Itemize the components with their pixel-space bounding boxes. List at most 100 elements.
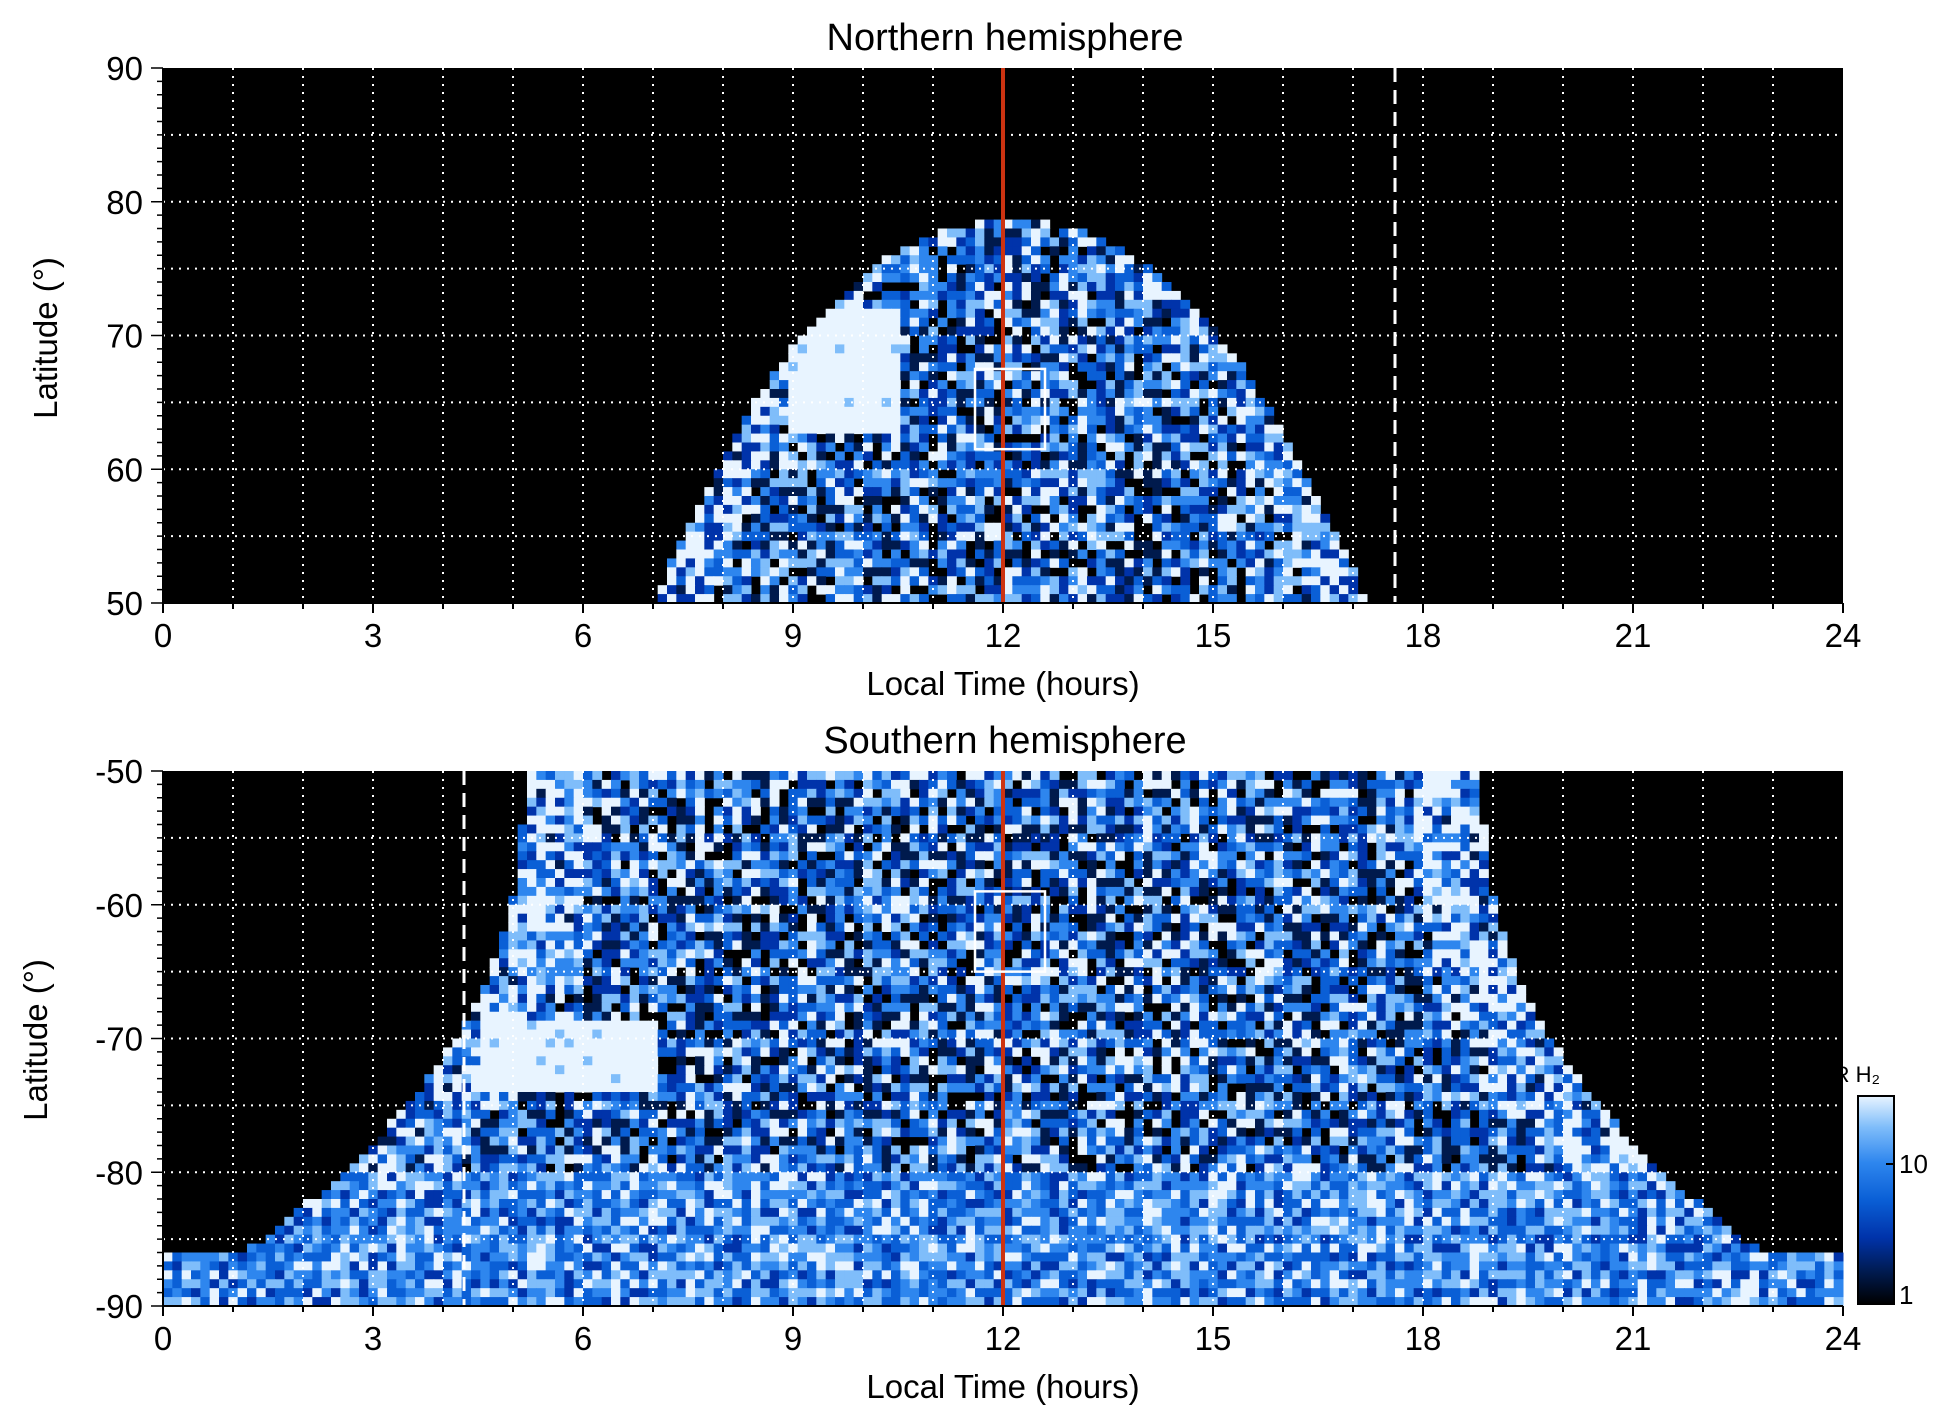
emission-pixel bbox=[947, 371, 957, 381]
emission-pixel bbox=[1021, 442, 1032, 452]
emission-pixel bbox=[1180, 842, 1191, 852]
emission-pixel bbox=[956, 397, 967, 408]
emission-pixel bbox=[993, 371, 1004, 381]
emission-pixel bbox=[1329, 895, 1340, 906]
emission-pixel bbox=[1152, 424, 1163, 435]
emission-pixel bbox=[872, 567, 883, 577]
emission-pixel bbox=[760, 878, 771, 888]
emission-pixel bbox=[1516, 1002, 1527, 1013]
emission-pixel bbox=[965, 335, 976, 345]
emission-pixel bbox=[1133, 842, 1144, 852]
emission-pixel bbox=[573, 913, 584, 924]
emission-pixel bbox=[937, 1002, 948, 1013]
emission-pixel bbox=[909, 895, 920, 906]
emission-pixel bbox=[1189, 860, 1200, 870]
emission-pixel bbox=[1292, 922, 1303, 932]
emission-pixel bbox=[835, 585, 845, 595]
emission-pixel bbox=[1077, 976, 1088, 986]
emission-pixel bbox=[844, 335, 855, 345]
emission-pixel bbox=[947, 353, 957, 363]
emission-pixel bbox=[620, 851, 631, 861]
emission-pixel bbox=[956, 913, 967, 924]
emission-pixel bbox=[685, 585, 696, 595]
emission-pixel bbox=[583, 958, 593, 968]
emission-pixel bbox=[1376, 993, 1387, 1004]
emission-pixel bbox=[807, 451, 817, 461]
emission-pixel bbox=[993, 540, 1004, 550]
emission-pixel bbox=[1152, 371, 1163, 381]
emission-pixel bbox=[1133, 931, 1144, 941]
emission-pixel bbox=[1245, 824, 1256, 834]
emission-pixel bbox=[835, 824, 845, 834]
emission-pixel bbox=[1096, 478, 1107, 488]
emission-pixel bbox=[1077, 931, 1088, 941]
emission-pixel bbox=[1059, 469, 1069, 479]
emission-pixel bbox=[863, 1011, 873, 1022]
emission-pixel bbox=[1357, 797, 1368, 808]
emission-pixel bbox=[676, 842, 687, 852]
emission-pixel bbox=[909, 886, 920, 897]
emission-pixel bbox=[741, 797, 752, 808]
emission-pixel bbox=[853, 540, 864, 550]
emission-pixel bbox=[872, 904, 883, 915]
emission-pixel bbox=[1003, 585, 1013, 595]
emission-pixel bbox=[984, 504, 995, 515]
emission-pixel bbox=[881, 513, 892, 524]
emission-pixel bbox=[648, 1020, 659, 1031]
emission-pixel bbox=[1003, 219, 1013, 229]
emission-pixel bbox=[825, 976, 836, 986]
emission-pixel bbox=[1339, 922, 1349, 932]
emission-pixel bbox=[1469, 833, 1480, 843]
emission-pixel bbox=[1301, 851, 1312, 861]
emission-pixel bbox=[1208, 931, 1219, 941]
emission-pixel bbox=[704, 842, 715, 852]
emission-pixel bbox=[1012, 344, 1023, 354]
emission-pixel bbox=[545, 931, 556, 941]
emission-pixel bbox=[1283, 513, 1293, 524]
emission-pixel bbox=[1152, 478, 1163, 488]
emission-pixel bbox=[704, 585, 715, 595]
emission-pixel bbox=[891, 442, 901, 452]
emission-pixel bbox=[788, 380, 799, 390]
emission-pixel bbox=[1152, 326, 1163, 336]
emission-pixel bbox=[1301, 931, 1312, 941]
emission-pixel bbox=[1245, 1029, 1256, 1039]
emission-pixel bbox=[937, 380, 948, 390]
emission-pixel bbox=[1432, 815, 1443, 825]
emission-pixel bbox=[975, 290, 985, 301]
emission-pixel bbox=[1236, 478, 1247, 488]
emission-pixel bbox=[797, 549, 808, 559]
emission-pixel bbox=[1040, 567, 1051, 577]
emission-pixel bbox=[1180, 513, 1191, 524]
emission-pixel bbox=[536, 940, 547, 950]
emission-pixel bbox=[1292, 469, 1303, 479]
emission-pixel bbox=[685, 878, 696, 888]
emission-pixel bbox=[1021, 567, 1032, 577]
emission-pixel bbox=[1012, 237, 1023, 247]
emission-pixel bbox=[1329, 806, 1340, 817]
emission-pixel bbox=[928, 922, 939, 932]
emission-pixel bbox=[1152, 576, 1163, 586]
emission-pixel bbox=[1049, 1011, 1060, 1022]
emission-pixel bbox=[517, 967, 528, 977]
emission-pixel bbox=[1273, 576, 1284, 586]
emission-pixel bbox=[947, 895, 957, 906]
emission-pixel bbox=[527, 806, 537, 817]
emission-pixel bbox=[1255, 522, 1265, 533]
emission-pixel bbox=[1535, 1029, 1545, 1039]
emission-pixel bbox=[685, 771, 696, 781]
emission-pixel bbox=[1367, 860, 1377, 870]
emission-pixel bbox=[835, 985, 845, 995]
emission-pixel bbox=[1087, 487, 1097, 497]
emission-pixel bbox=[769, 779, 780, 790]
emission-pixel bbox=[1255, 496, 1265, 506]
emission-pixel bbox=[872, 771, 883, 781]
emission-pixel bbox=[723, 567, 733, 577]
emission-pixel bbox=[937, 228, 948, 238]
emission-pixel bbox=[536, 1002, 547, 1013]
emission-pixel bbox=[1115, 353, 1125, 363]
emission-pixel bbox=[863, 860, 873, 870]
emission-pixel bbox=[1320, 976, 1331, 986]
emission-pixel bbox=[900, 993, 911, 1004]
emission-pixel bbox=[900, 904, 911, 915]
